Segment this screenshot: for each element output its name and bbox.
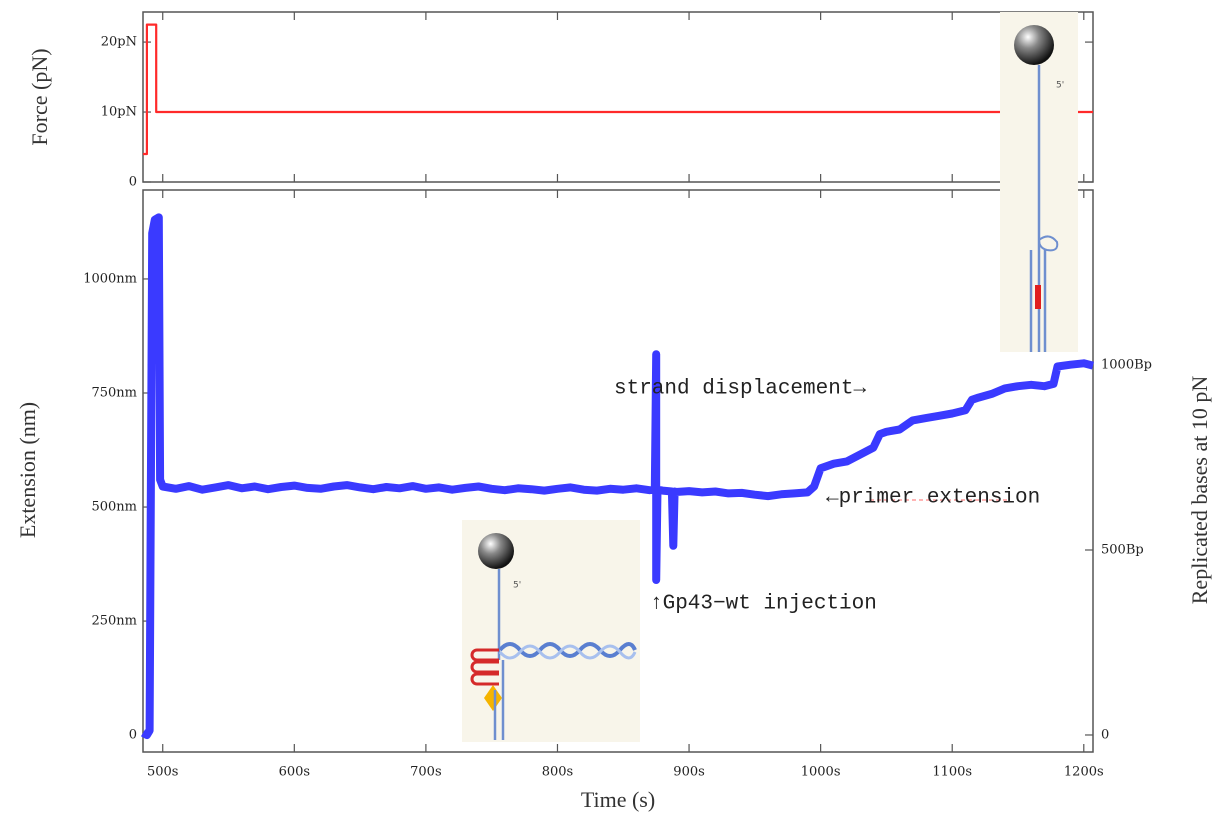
annotation: strand displacement→: [614, 378, 866, 401]
x-tick-label: 1200s: [1064, 765, 1104, 780]
axes-frame: [142, 189, 1094, 753]
data-line: [140, 213, 1094, 740]
y-tick-label: 750nm: [91, 385, 137, 400]
y-tick-label: 500nm: [91, 500, 137, 515]
x-tick-label: 1000s: [801, 765, 841, 780]
inset-label: 5': [1056, 81, 1064, 91]
y-tick-label: 250nm: [91, 614, 137, 629]
y-axis-label: Force (pN): [27, 48, 52, 145]
dna-helix: [498, 644, 637, 660]
annotation: ↑Gp43−wt injection: [650, 593, 877, 616]
inset-label: 5': [513, 581, 521, 591]
polymerase: [484, 685, 502, 711]
inset-diagram: 5': [1000, 12, 1078, 352]
y-tick-label: 10pN: [101, 105, 137, 120]
x-tick-label: 1100s: [932, 765, 972, 780]
y-tick-label: 1000nm: [83, 271, 137, 286]
primer: [1035, 285, 1041, 309]
bead: [1014, 25, 1054, 65]
data-line: [143, 23, 1093, 156]
annotation: ←primer extension: [826, 487, 1040, 510]
y-tick-label: 0: [129, 175, 137, 190]
x-tick-label: 900s: [673, 765, 704, 780]
x-axis-label: Time (s): [581, 787, 655, 812]
bead: [478, 533, 514, 569]
y2-tick-label: 0: [1101, 727, 1109, 742]
y2-axis-label: Replicated bases at 10 pN: [1187, 376, 1212, 605]
x-tick-label: 800s: [542, 765, 573, 780]
hairpin: [470, 648, 499, 686]
plot-area: 0 10pN 20pN 0 250nm 500nm 750nm 1000nm 0 500Bp 100…: [83, 11, 1152, 780]
inset-diagram: 5': [462, 520, 640, 742]
y2-tick-label: 500Bp: [1101, 542, 1144, 557]
axes-frame: [142, 11, 1094, 183]
x-tick-label: 600s: [279, 765, 310, 780]
y-tick-label: 20pN: [101, 35, 137, 50]
x-tick-label: 700s: [410, 765, 441, 780]
x-tick-label: 500s: [147, 765, 178, 780]
y-tick-label: 0: [129, 728, 137, 743]
y-axis-label: Extension (nm): [15, 402, 40, 538]
y2-tick-label: 1000Bp: [1101, 358, 1152, 373]
dna-loop: [1038, 235, 1059, 252]
